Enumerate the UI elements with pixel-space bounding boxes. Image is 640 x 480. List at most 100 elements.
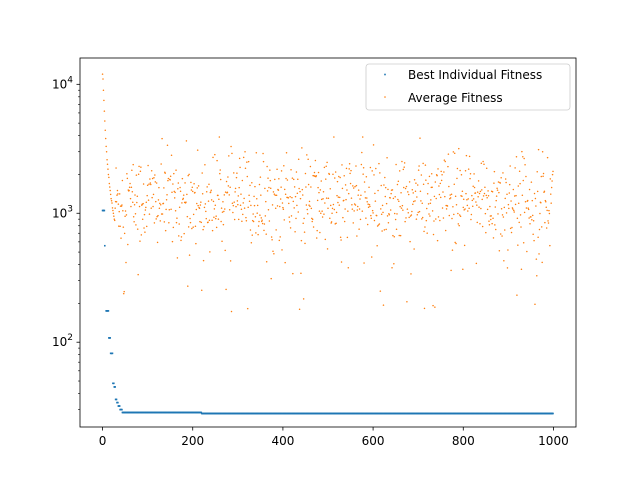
average-fitness-point — [272, 250, 274, 253]
average-fitness-point — [437, 168, 439, 170]
average-fitness-point — [270, 236, 273, 238]
average-fitness-point — [282, 206, 284, 209]
average-fitness-point — [541, 261, 543, 264]
average-fitness-point — [216, 159, 218, 162]
average-fitness-point — [293, 186, 296, 188]
average-fitness-point — [150, 169, 153, 172]
average-fitness-point — [131, 169, 133, 172]
average-fitness-point — [148, 213, 151, 215]
average-fitness-point — [265, 260, 268, 263]
best-fitness-point — [103, 209, 106, 212]
average-fitness-point — [544, 221, 546, 224]
average-fitness-point — [416, 214, 419, 216]
average-fitness-point — [134, 194, 136, 196]
average-fitness-point — [414, 190, 417, 193]
average-fitness-point — [188, 173, 190, 176]
average-fitness-point — [450, 269, 452, 272]
x-tick-label: 0 — [99, 434, 107, 448]
average-fitness-point — [174, 191, 176, 194]
average-fitness-point — [397, 198, 399, 201]
x-tick-label: 400 — [271, 434, 294, 448]
average-fitness-point — [549, 244, 551, 247]
average-fitness-point — [180, 239, 182, 242]
average-fitness-point — [202, 228, 204, 231]
average-fitness-point — [203, 206, 206, 209]
average-fitness-point — [497, 181, 500, 183]
average-fitness-point — [177, 187, 179, 190]
average-fitness-point — [504, 197, 506, 200]
average-fitness-point — [332, 173, 334, 176]
average-fitness-point — [144, 209, 147, 211]
average-fitness-point — [513, 209, 515, 212]
axes: 0 200 400 600 800 1000 102 103 104 — [52, 57, 577, 448]
average-fitness-point — [317, 171, 320, 174]
average-fitness-point — [407, 211, 410, 214]
average-fitness-point — [415, 182, 417, 184]
average-fitness-point — [442, 217, 445, 219]
average-fitness-point — [362, 173, 364, 175]
average-fitness-point — [172, 183, 174, 185]
average-fitness-point — [194, 191, 196, 194]
average-fitness-point — [345, 198, 347, 201]
average-fitness-point — [508, 207, 510, 210]
average-fitness-point — [423, 230, 425, 233]
average-fitness-point — [341, 164, 343, 166]
average-fitness-point — [380, 184, 382, 187]
average-fitness-point — [195, 242, 197, 245]
average-fitness-point — [365, 175, 368, 178]
average-fitness-point — [355, 165, 357, 167]
average-fitness-point — [384, 186, 387, 189]
average-fitness-point — [458, 224, 460, 227]
average-fitness-point — [528, 217, 530, 219]
average-fitness-point — [290, 169, 292, 171]
average-fitness-point — [325, 178, 327, 180]
average-fitness-point — [235, 176, 238, 179]
average-fitness-point — [420, 174, 423, 176]
average-fitness-point — [522, 179, 524, 182]
average-fitness-point — [425, 179, 427, 181]
average-fitness-point — [389, 209, 392, 211]
average-fitness-point — [350, 169, 352, 172]
average-fitness-point — [440, 170, 442, 173]
average-fitness-point — [378, 162, 380, 165]
average-fitness-point — [524, 164, 526, 166]
average-fitness-point — [138, 205, 141, 208]
average-fitness-point — [178, 223, 180, 225]
average-fitness-point — [180, 236, 183, 238]
average-fitness-point — [314, 159, 317, 162]
average-fitness-point — [370, 217, 373, 219]
average-fitness-point — [194, 225, 197, 227]
average-fitness-point — [400, 207, 403, 209]
average-fitness-point — [334, 177, 336, 179]
average-fitness-point — [228, 208, 231, 211]
average-fitness-point — [173, 190, 175, 193]
average-fitness-point — [246, 307, 249, 310]
average-fitness-point — [145, 206, 147, 209]
average-fitness-point — [501, 235, 503, 237]
average-fitness-point — [274, 178, 276, 181]
average-fitness-point — [327, 207, 329, 209]
average-fitness-point — [384, 176, 386, 179]
average-fitness-point — [114, 207, 116, 209]
average-fitness-point — [384, 195, 387, 198]
average-fitness-point — [262, 160, 265, 163]
average-fitness-point — [263, 229, 265, 232]
average-fitness-point — [535, 205, 537, 207]
average-fitness-point — [529, 223, 531, 225]
average-fitness-point — [408, 181, 411, 183]
average-fitness-point — [204, 203, 207, 205]
average-fitness-point — [531, 199, 534, 202]
average-fitness-point — [271, 239, 273, 241]
average-fitness-point — [464, 208, 466, 210]
average-fitness-point — [512, 208, 514, 210]
average-fitness-point — [242, 213, 244, 216]
average-fitness-point — [454, 241, 456, 244]
average-fitness-point — [220, 207, 223, 209]
average-fitness-point — [515, 155, 518, 158]
average-fitness-point — [158, 207, 161, 210]
average-fitness-point — [463, 244, 466, 247]
average-fitness-point — [128, 189, 130, 192]
average-fitness-point — [363, 262, 365, 264]
average-fitness-point — [355, 184, 358, 187]
average-fitness-point — [150, 207, 152, 209]
